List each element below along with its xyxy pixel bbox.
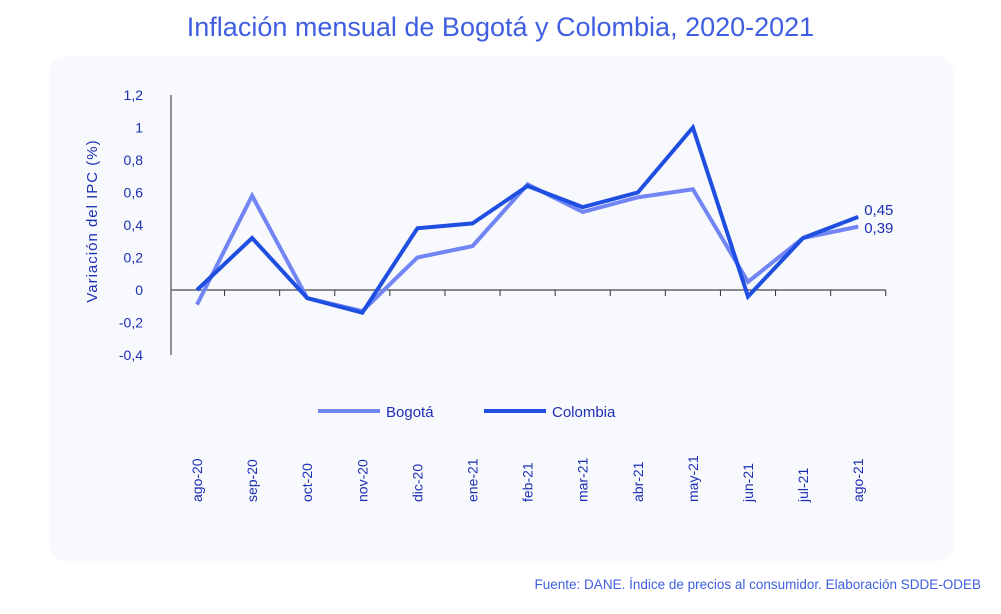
y-tick-label: -0,4	[119, 347, 143, 363]
y-tick-label: 0,6	[124, 185, 144, 201]
x-tick-label: feb-21	[520, 462, 536, 502]
y-tick-label: 0	[135, 282, 143, 298]
y-tick-label: 0,4	[124, 217, 144, 233]
x-tick-label: abr-21	[630, 461, 646, 502]
x-tick-label: jul-21	[795, 468, 811, 503]
series-lines	[195, 123, 859, 316]
y-axis-title: Variación del IPC (%)	[84, 139, 101, 302]
data-labels: 0,450,39	[864, 202, 893, 237]
x-tick-label: may-21	[685, 455, 701, 502]
source-note: Fuente: DANE. Índice de precios al consu…	[534, 577, 981, 592]
x-tick-label: dic-20	[409, 464, 425, 502]
y-tick-label: 1,2	[124, 87, 144, 103]
legend-label-bogot: Bogotá	[386, 404, 434, 421]
x-tick-label: jun-21	[740, 463, 756, 503]
legend-label-colombia: Colombia	[552, 404, 616, 421]
y-tick-label: 0,8	[124, 152, 144, 168]
data-label-colombia: 0,45	[864, 202, 893, 219]
x-tick-label: oct-20	[299, 463, 315, 502]
data-label-bogota: 0,39	[864, 220, 893, 237]
x-tick-label: sep-20	[244, 459, 260, 502]
y-tick-label: 0,2	[124, 250, 144, 266]
x-tick-label: ago-21	[850, 458, 866, 502]
x-tick-label: mar-21	[575, 457, 591, 502]
series-line-colombia	[195, 123, 859, 316]
x-tick-label: ago-20	[189, 458, 205, 502]
y-tick-label: 1	[135, 120, 143, 136]
y-tick-label: -0,2	[119, 315, 143, 331]
y-axis: 1,2 1 0,8 0,6 0,4 0,2 0 -0,2 -0,4	[119, 87, 172, 363]
chart-title: Inflación mensual de Bogotá y Colombia, …	[186, 12, 815, 42]
legend: Bogotá Colombia	[318, 404, 616, 421]
chart-panel	[49, 56, 954, 561]
x-axis: ago-20 sep-20 oct-20 nov-20 dic-20 ene-21 feb-…	[171, 289, 887, 503]
x-tick-label: nov-20	[354, 459, 370, 502]
series-line-bogot	[195, 181, 859, 314]
x-tick-label: ene-21	[465, 458, 481, 502]
